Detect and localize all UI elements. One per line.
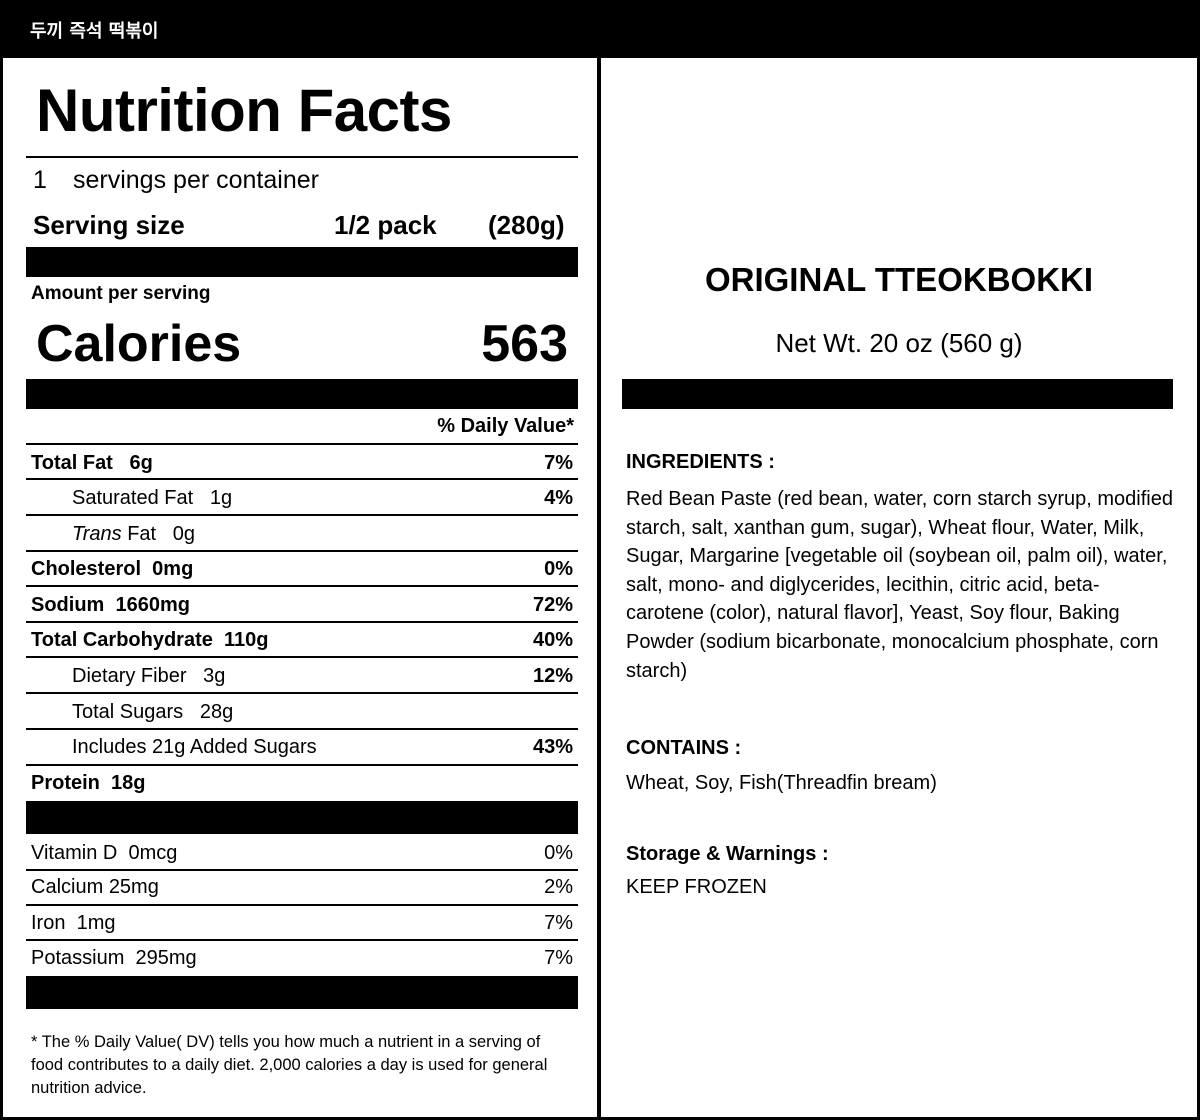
- vitamin-percent: 2%: [544, 876, 573, 898]
- rule: [26, 728, 578, 730]
- vitamin-name: Calcium: [31, 876, 104, 898]
- ingredients-heading: INGREDIENTS :: [626, 451, 775, 473]
- vitamin-amount: 0mcg: [128, 842, 178, 864]
- vitamin-percent: 7%: [544, 947, 573, 969]
- rule: [26, 869, 578, 871]
- rule: [26, 692, 578, 694]
- nutrient-name-italic: Trans: [72, 523, 122, 545]
- contains-text: Wheat, Soy, Fish(Threadfin bream): [626, 772, 937, 794]
- vitamin-name: Iron: [31, 912, 66, 934]
- nutrient-name: Fat: [127, 523, 157, 545]
- thick-rule: [26, 247, 578, 277]
- thick-rule: [26, 801, 578, 834]
- storage-heading: Storage & Warnings :: [626, 843, 829, 865]
- nutrient-name: Total Fat: [31, 452, 113, 474]
- storage-text: KEEP FROZEN: [626, 876, 767, 898]
- serving-size-amount: 1/2 pack: [334, 210, 437, 240]
- daily-value-header: % Daily Value*: [437, 415, 574, 437]
- serving-size-label: Serving size: [33, 210, 185, 240]
- nutrient-amount: 1g: [209, 487, 233, 509]
- product-name: ORIGINAL TTEOKBOKKI: [704, 261, 1094, 298]
- brand-title: 두끼 즉석 떡볶이: [30, 21, 159, 42]
- contains-heading: CONTAINS :: [626, 737, 742, 759]
- servings-label: servings per container: [73, 166, 319, 194]
- serving-size-grams: (280g): [488, 210, 565, 240]
- vitamin-amount: 295mg: [135, 947, 197, 969]
- rule: [26, 550, 578, 552]
- nutrient-percent: 40%: [532, 629, 573, 651]
- vitamin-amount: 1mg: [76, 912, 116, 934]
- daily-value-footnote: * The % Daily Value( DV) tells you how m…: [31, 1033, 548, 1097]
- nutrient-percent: 0%: [544, 558, 573, 580]
- nutrient-row-sodium: Sodium 1660mg 72%: [26, 588, 578, 624]
- servings-count: 1: [33, 166, 47, 194]
- nutrient-percent: 4%: [544, 487, 573, 509]
- vitamin-percent: 7%: [544, 912, 573, 934]
- panel-divider: [597, 58, 601, 1120]
- thick-rule: [622, 379, 1173, 409]
- nutrient-name: Protein: [31, 772, 100, 794]
- nutrient-amount: 0mg: [152, 558, 194, 580]
- vitamin-percent: 0%: [544, 842, 573, 864]
- nutrient-name: Sodium: [31, 594, 105, 616]
- nutrient-amount: 18g: [111, 772, 146, 794]
- nutrient-percent: 72%: [532, 594, 573, 616]
- nutrient-row-protein: Protein 18g: [26, 766, 578, 802]
- nutrient-row-cholesterol: Cholesterol 0mg 0%: [26, 552, 578, 588]
- nutrient-name: Saturated Fat: [72, 487, 194, 509]
- rule: [26, 156, 578, 158]
- nutrient-row-added-sugars: Includes 21g Added Sugars 43%: [26, 730, 578, 766]
- nutrient-row-total-carbohydrate: Total Carbohydrate 110g 40%: [26, 623, 578, 659]
- nutrient-amount: 6g: [129, 452, 153, 474]
- nutrient-row-total-sugars: Total Sugars 28g: [26, 695, 578, 731]
- nutrient-row-dietary-fiber: Dietary Fiber 3g 12%: [26, 659, 578, 695]
- nutrient-amount: 0g: [172, 523, 196, 545]
- rule: [26, 478, 578, 480]
- vitamin-amount: 25mg: [108, 876, 159, 898]
- nutrient-name: Total Sugars: [72, 701, 184, 723]
- nutrient-name: Dietary Fiber: [72, 665, 187, 687]
- calories-value: 563: [481, 315, 568, 373]
- calories-label: Calories: [36, 315, 242, 373]
- servings-per-container: 1 servings per container: [33, 166, 319, 195]
- nutrient-amount: 110g: [224, 629, 269, 651]
- vitamin-row-potassium: Potassium 295mg 7%: [26, 941, 578, 977]
- vitamin-row-iron: Iron 1mg 7%: [26, 906, 578, 942]
- thick-rule: [26, 976, 578, 1009]
- rule: [26, 656, 578, 658]
- vitamin-name: Vitamin D: [31, 842, 118, 864]
- rule: [26, 904, 578, 906]
- nutrient-amount: 1660mg: [115, 594, 190, 616]
- nutrition-facts-title: Nutrition Facts: [36, 77, 452, 144]
- nutrient-row-trans-fat: Trans Fat 0g: [26, 517, 578, 553]
- nutrient-name: Total Carbohydrate: [31, 629, 213, 651]
- net-weight: Net Wt. 20 oz (560 g): [775, 328, 1023, 358]
- nutrient-amount: 3g: [203, 665, 226, 687]
- nutrient-percent: 7%: [544, 452, 573, 474]
- top-bar: 두끼 즉석 떡볶이: [0, 0, 1200, 58]
- rule: [26, 514, 578, 516]
- vitamin-row-calcium: Calcium 25mg 2%: [26, 870, 578, 906]
- rule: [26, 764, 578, 766]
- rule: [26, 621, 578, 623]
- nutrient-row-total-fat: Total Fat 6g 7%: [26, 446, 578, 482]
- ingredients-text: Red Bean Paste (red bean, water, corn st…: [626, 488, 1173, 682]
- nutrient-percent: 12%: [532, 665, 573, 687]
- rule: [26, 585, 578, 587]
- nutrient-name: Includes 21g Added Sugars: [72, 736, 317, 758]
- nutrient-percent: 43%: [532, 736, 573, 758]
- rule: [26, 939, 578, 941]
- nutrient-name: Cholesterol: [31, 558, 142, 580]
- rule: [26, 443, 578, 445]
- nutrient-amount: 28g: [199, 701, 234, 723]
- thick-rule: [26, 379, 578, 409]
- vitamin-name: Potassium: [31, 947, 125, 969]
- vitamin-row-vitamin-d: Vitamin D 0mcg 0%: [26, 836, 578, 872]
- nutrient-row-saturated-fat: Saturated Fat 1g 4%: [26, 481, 578, 517]
- amount-per-serving: Amount per serving: [31, 283, 211, 304]
